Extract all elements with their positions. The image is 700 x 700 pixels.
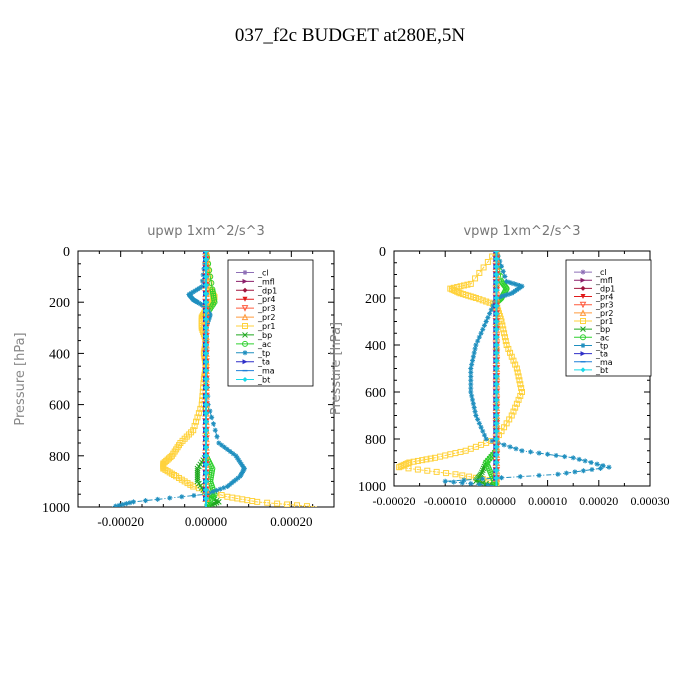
y-axis-label: Pressure [hPa] [329,322,344,415]
legend-item-dp1: _dp1 [236,286,277,295]
series-line-tp [111,251,245,507]
legend-label: _ma [257,367,275,376]
x-tick-label: 0.00010 [528,494,567,508]
legend-label: _pr4 [257,295,275,304]
legend-item-pr4: _pr4 [236,295,275,304]
legend-item-mfl: _mfl [236,277,275,286]
legend-label: _tp [595,341,608,350]
x-tick-label: 0.00000 [477,494,516,508]
panel-title: vpwp 1xm^2/s^3 [463,224,580,239]
legend-label: _bt [595,366,608,375]
legend-item-cl: _cl [236,268,269,277]
legend-item-pr4: _pr4 [574,293,613,302]
x-tick-label: -0.00020 [97,514,144,529]
y-axis-label: Pressure [hPa] [13,332,28,425]
legend-item-bp: _bp [236,331,272,340]
legend-label: _ma [595,358,613,367]
legend-label: _dp1 [257,286,277,295]
legend-label: _pr2 [257,313,275,322]
figure-title: 037_f2c BUDGET at280E,5N [235,25,466,46]
legend-label: _bt [257,376,270,385]
panel-title: upwp 1xm^2/s^3 [147,224,265,239]
legend-label: _pr1 [595,317,613,326]
legend-item-pr3: _pr3 [236,304,275,313]
legend-label: _bp [257,331,272,340]
legend-label: _ac [257,340,271,349]
legend-label: _mfl [595,276,613,285]
series-markers-tp [113,251,247,507]
y-tick-label: 600 [49,399,70,414]
legend-item-pr2: _pr2 [236,313,275,322]
legend-item-bt: _bt [574,366,608,375]
x-tick-label: 0.00030 [631,494,670,508]
y-tick-label: 800 [49,450,70,465]
legend-item-ta: _ta [236,358,270,367]
series-markers-bt [493,251,500,482]
legend-label: _pr1 [257,322,275,331]
x-tick-label: 0.00000 [185,514,227,529]
x-tick-label: -0.00010 [424,494,467,508]
legend-label: _tp [257,349,270,358]
x-tick-label: 0.00020 [270,514,312,529]
legend-item-ta: _ta [574,350,608,359]
x-tick-label: 0.00020 [579,494,618,508]
y-tick-label: 1000 [42,501,70,516]
legend-item-pr3: _pr3 [574,301,613,310]
legend-item-bp: _bp [574,325,610,334]
panel-2: vpwp 1xm^2/s^3 Pressure [hPa] 0 200 400 600 80… [329,224,670,508]
legend-label: _ta [257,358,270,367]
y-tick-label: 400 [49,347,70,362]
legend-item-tp: _tp [574,341,608,350]
legend-item-ma: _ma [574,358,613,367]
x-tick-label: -0.00020 [373,494,416,508]
panel-1: upwp 1xm^2/s^3 Pressure [hPa] 0 200 400 600 80… [13,224,335,529]
legend-item-ac: _ac [236,340,271,349]
legend-item-pr1: _pr1 [574,317,613,326]
legend-item-ma: _ma [236,367,275,376]
legend: _cl_mfl_dp1_pr4_pr3_pr2_pr1_bp_ac_tp_ta_… [565,259,652,377]
legend-label: _cl [257,268,269,277]
series-markers-bt [203,251,209,502]
y-tick-label: 0 [63,245,70,260]
y-tick-label: 800 [365,433,386,448]
legend-label: _ta [595,350,608,359]
legend-item-ac: _ac [574,333,609,342]
legend-item-cl: _cl [574,268,607,277]
legend-label: _bp [595,325,610,334]
legend-label: _pr4 [595,293,613,302]
legend-item-dp1: _dp1 [574,284,615,293]
legend-label: _dp1 [595,284,615,293]
legend-label: _pr2 [595,309,613,318]
legend-item-pr2: _pr2 [574,309,613,318]
legend-item-pr1: _pr1 [236,322,275,331]
legend-label: _ac [595,333,609,342]
y-tick-label: 200 [365,292,386,307]
y-tick-label: 600 [365,386,386,401]
legend-label: _mfl [257,277,275,286]
legend-item-bt: _bt [236,376,270,385]
y-tick-label: 1000 [358,480,386,495]
legend-item-mfl: _mfl [574,276,613,285]
y-tick-label: 200 [49,296,70,311]
legend: _cl_mfl_dp1_pr4_pr3_pr2_pr1_bp_ac_tp_ta_… [227,259,314,387]
legend-item-tp: _tp [236,349,270,358]
legend-label: _pr3 [595,301,613,310]
legend-label: _pr3 [257,304,275,313]
y-tick-label: 0 [379,245,386,260]
y-tick-label: 400 [365,339,386,354]
legend-label: _cl [595,268,607,277]
